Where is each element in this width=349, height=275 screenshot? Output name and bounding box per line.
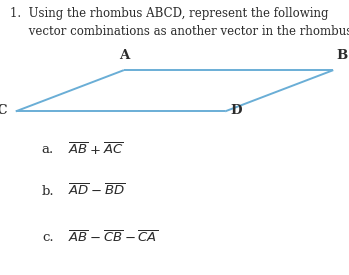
Text: a.: a. [42, 143, 54, 156]
Text: $\overline{AD} - \overline{BD}$: $\overline{AD} - \overline{BD}$ [68, 183, 126, 199]
Text: 1.  Using the rhombus ABCD, represent the following: 1. Using the rhombus ABCD, represent the… [10, 7, 329, 20]
Text: A: A [119, 49, 129, 62]
Text: B: B [337, 49, 348, 62]
Text: $\overline{AB} - \overline{CB} - \overline{CA}$: $\overline{AB} - \overline{CB} - \overli… [68, 230, 158, 246]
Text: D: D [230, 104, 242, 117]
Text: b.: b. [42, 185, 54, 198]
Text: C: C [0, 104, 7, 117]
Text: $\overline{AB} + \overline{AC}$: $\overline{AB} + \overline{AC}$ [68, 142, 124, 158]
Text: c.: c. [43, 231, 54, 244]
Text: vector combinations as another vector in the rhombus.: vector combinations as another vector in… [10, 25, 349, 38]
